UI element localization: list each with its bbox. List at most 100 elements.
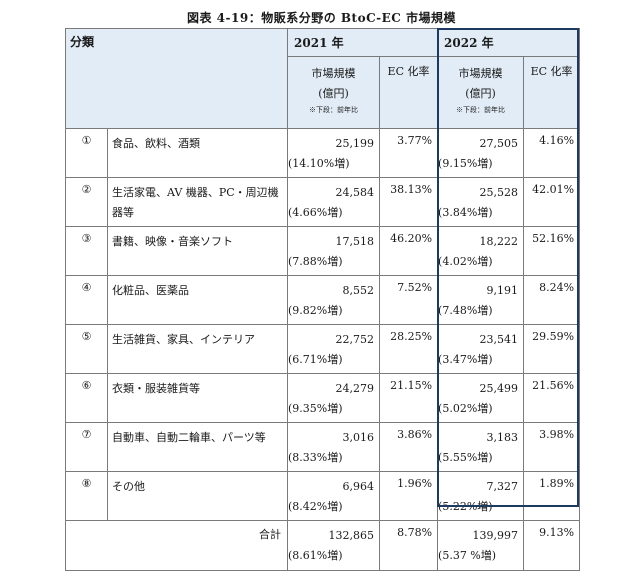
table-row: ⑤ 生活雑貨、家具、インテリア 22,752 (6.71%増) 28.25% 23,541… (65, 324, 581, 374)
total-row: 合計 132,865 (8.61%増) 8.78% 139,997 (5.37 … (64, 520, 581, 571)
growth: (6.71%増) (288, 353, 343, 366)
category-name: 衣類・服装雑貨等 (106, 373, 289, 423)
growth: (14.10%増) (288, 157, 350, 170)
value-2022: 18,222 (4.02%増) (437, 226, 525, 276)
category-name: 自動車、自動二輪車、パーツ等 (106, 422, 289, 472)
value: 3,183 (486, 431, 519, 444)
table-row: ③ 書籍、映像・音楽ソフト 17,518 (7.88%増) 46.20% 18,222 (4… (65, 226, 581, 276)
ec-rate-2021-header: EC 化率 (379, 56, 439, 129)
row-index: ⑥ (65, 373, 108, 423)
ec-rate-2021: 3.77% (379, 128, 439, 178)
value-2021: 24,584 (4.66%増) (287, 177, 381, 227)
total-rate-2021: 8.78% (379, 520, 439, 571)
unit-label: (億円) (318, 87, 349, 100)
note-label: ※下段：前年比 (456, 106, 506, 114)
value: 23,541 (479, 333, 519, 346)
total-value-2021: 132,865 (8.61%増) (287, 520, 381, 571)
ec-rate-2022: 4.16% (523, 128, 581, 178)
value-2022: 25,528 (3.84%増) (437, 177, 525, 227)
value-2022: 3,183 (5.55%増) (437, 422, 525, 472)
category-name: 化粧品、医薬品 (106, 275, 289, 325)
growth: (9.15%増) (438, 157, 493, 170)
year-2021-header: 2021 年 (287, 28, 439, 57)
value-2021: 17,518 (7.88%増) (287, 226, 381, 276)
unit-label: (億円) (465, 87, 496, 100)
ec-rate-2022-header: EC 化率 (523, 56, 581, 129)
ec-rate-2021: 21.15% (379, 373, 439, 423)
ec-rate-2021: 46.20% (379, 226, 439, 276)
ec-rate-2021: 7.52% (379, 275, 439, 325)
header-row-columns: 市場規模 (億円) ※下段：前年比 EC 化率 市場規模 (億円) ※下段：前年… (66, 56, 581, 129)
growth: (8.61%増) (288, 549, 343, 562)
ec-rate-2022: 21.56% (523, 373, 581, 423)
value: 8,552 (342, 284, 375, 297)
total-rate-2022: 9.13% (523, 520, 581, 571)
value: 6,964 (342, 480, 375, 493)
category-name: その他 (106, 471, 289, 521)
value-2022: 27,505 (9.15%増) (437, 128, 525, 178)
value: 25,499 (479, 382, 519, 395)
table-row: ② 生活家電、AV 機器、PC・周辺機器等 24,584 (4.66%増) 38.13%… (65, 177, 581, 227)
value: 9,191 (486, 284, 519, 297)
value-2021: 8,552 (9.82%増) (287, 275, 381, 325)
value: 18,222 (479, 235, 519, 248)
table-row: ⑥ 衣類・服装雑貨等 24,279 (9.35%増) 21.15% 25,499 (5.02… (65, 373, 581, 423)
value: 25,199 (335, 137, 375, 150)
growth: (5.22%増) (438, 500, 493, 513)
row-index: ① (65, 128, 108, 178)
growth: (8.42%増) (288, 500, 343, 513)
value: 7,327 (486, 480, 519, 493)
market-size-2021-header: 市場規模 (億円) ※下段：前年比 (287, 56, 381, 129)
row-index: ⑧ (65, 471, 108, 521)
value-2022: 25,499 (5.02%増) (437, 373, 525, 423)
value: 132,865 (328, 529, 375, 542)
category-header: 分類 (64, 28, 289, 129)
growth: (9.35%増) (288, 402, 343, 415)
table-row: ⑧ その他 6,964 (8.42%増) 1.96% 7,327 (5.22%増) 1.89% (65, 471, 581, 521)
market-size-label: 市場規模 (458, 67, 503, 80)
ec-rate-2021: 38.13% (379, 177, 439, 227)
value: 25,528 (479, 186, 519, 199)
growth: (5.02%増) (438, 402, 493, 415)
table-row: ⑦ 自動車、自動二輪車、パーツ等 3,016 (8.33%増) 3.86% 3,183 (5… (65, 422, 581, 472)
growth: (7.48%増) (438, 304, 493, 317)
ec-rate-2021: 28.25% (379, 324, 439, 374)
value-2021: 6,964 (8.42%増) (287, 471, 381, 521)
growth: (5.37 %増) (438, 549, 497, 562)
market-size-2022-header: 市場規模 (億円) ※下段：前年比 (437, 56, 525, 129)
ec-rate-2022: 29.59% (523, 324, 581, 374)
row-index: ② (65, 177, 108, 227)
value: 27,505 (479, 137, 519, 150)
year-2022-header: 2022 年 (437, 28, 581, 57)
value: 3,016 (342, 431, 375, 444)
ec-rate-2022: 3.98% (523, 422, 581, 472)
value-2021: 22,752 (6.71%増) (287, 324, 381, 374)
value-2022: 23,541 (3.47%増) (437, 324, 525, 374)
table-row: ④ 化粧品、医薬品 8,552 (9.82%増) 7.52% 9,191 (7.48%増) 8… (65, 275, 581, 325)
growth: (4.02%増) (438, 255, 493, 268)
value: 139,997 (472, 529, 519, 542)
ec-rate-2022: 1.89% (523, 471, 581, 521)
category-name: 食品、飲料、酒類 (106, 128, 289, 178)
row-index: ④ (65, 275, 108, 325)
total-value-2022: 139,997 (5.37 %増) (437, 520, 525, 571)
growth: (5.55%増) (438, 451, 493, 464)
ec-market-table: 分類 2021 年 2022 年 市場規模 (億円) ※下段：前年比 EC 化率… (64, 28, 581, 571)
table-row: ① 食品、飲料、酒類 25,199 (14.10%増) 3.77% 27,505 (9.15… (65, 128, 581, 178)
ec-rate-2022: 8.24% (523, 275, 581, 325)
growth: (4.66%増) (288, 206, 343, 219)
category-name: 生活家電、AV 機器、PC・周辺機器等 (106, 177, 289, 227)
value: 24,584 (335, 186, 375, 199)
ec-rate-2022: 42.01% (523, 177, 581, 227)
note-label: ※下段：前年比 (309, 106, 359, 114)
value-2022: 7,327 (5.22%増) (437, 471, 525, 521)
value-2021: 3,016 (8.33%増) (287, 422, 381, 472)
header-row-years: 分類 2021 年 2022 年 (64, 28, 581, 129)
category-name: 書籍、映像・音楽ソフト (106, 226, 289, 276)
ec-rate-2021: 1.96% (379, 471, 439, 521)
value-2021: 24,279 (9.35%増) (287, 373, 381, 423)
value: 24,279 (335, 382, 375, 395)
growth: (7.88%増) (288, 255, 343, 268)
value: 22,752 (335, 333, 375, 346)
growth: (9.82%増) (288, 304, 343, 317)
